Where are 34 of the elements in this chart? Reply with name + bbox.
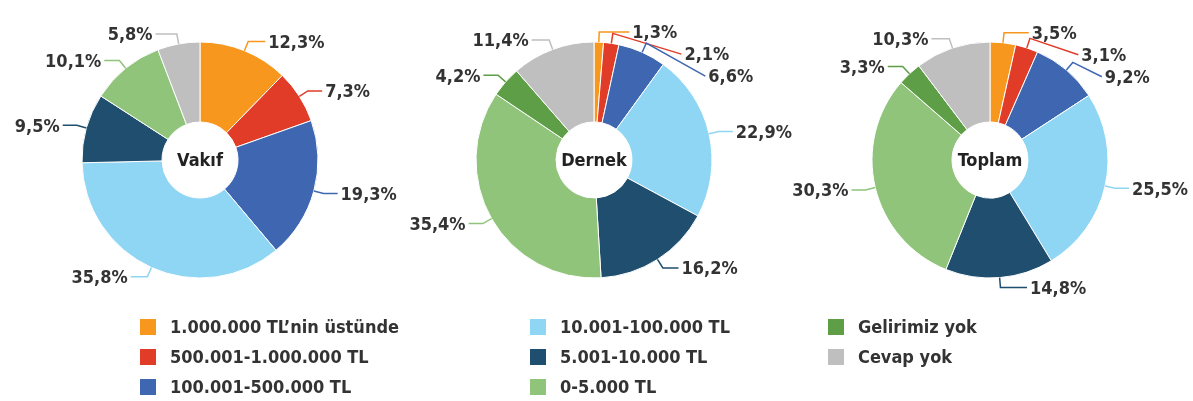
data-label: 2,1% (684, 43, 730, 65)
legend-label: 100.001-500.000 TL (170, 376, 352, 398)
data-label: 10,1% (45, 49, 102, 71)
data-label: 3,3% (839, 55, 885, 77)
legend-label: 500.001-1.000.000 TL (170, 346, 369, 368)
data-label: 3,1% (1081, 44, 1127, 66)
data-label: 10,3% (872, 27, 929, 49)
legend-label: 10.001-100.000 TL (560, 316, 730, 338)
legend-label: 0-5.000 TL (560, 376, 657, 398)
legend-label: Cevap yok (858, 346, 954, 368)
legend-label: 5.001-10.000 TL (560, 346, 708, 368)
data-label: 4,2% (435, 64, 481, 86)
data-label: 35,4% (409, 212, 466, 234)
data-label: 9,2% (1104, 66, 1150, 88)
text: Vakıf (177, 149, 224, 171)
data-label: 35,8% (71, 265, 128, 287)
text: Dernek (561, 149, 629, 171)
data-label: 25,5% (1131, 177, 1189, 199)
data-label: 30,3% (792, 179, 849, 201)
data-label: 3,5% (1031, 22, 1077, 44)
data-label: 6,6% (708, 65, 754, 87)
data-label: 19,3% (340, 182, 397, 204)
data-label: 12,3% (268, 30, 325, 52)
data-label: 22,9% (735, 120, 793, 142)
data-label: 11,4% (472, 29, 529, 51)
data-label: 14,8% (1030, 276, 1087, 298)
data-label: 9,5% (14, 114, 60, 136)
text: Toplam (957, 149, 1023, 171)
data-label: 1,3% (632, 21, 678, 43)
data-label: 5,8% (107, 23, 153, 45)
legend-label: 1.000.000 TL’nin üstünde (170, 316, 399, 338)
data-label: 7,3% (325, 80, 371, 102)
legend-label: Gelirimiz yok (858, 316, 979, 338)
data-label: 16,2% (681, 257, 738, 279)
